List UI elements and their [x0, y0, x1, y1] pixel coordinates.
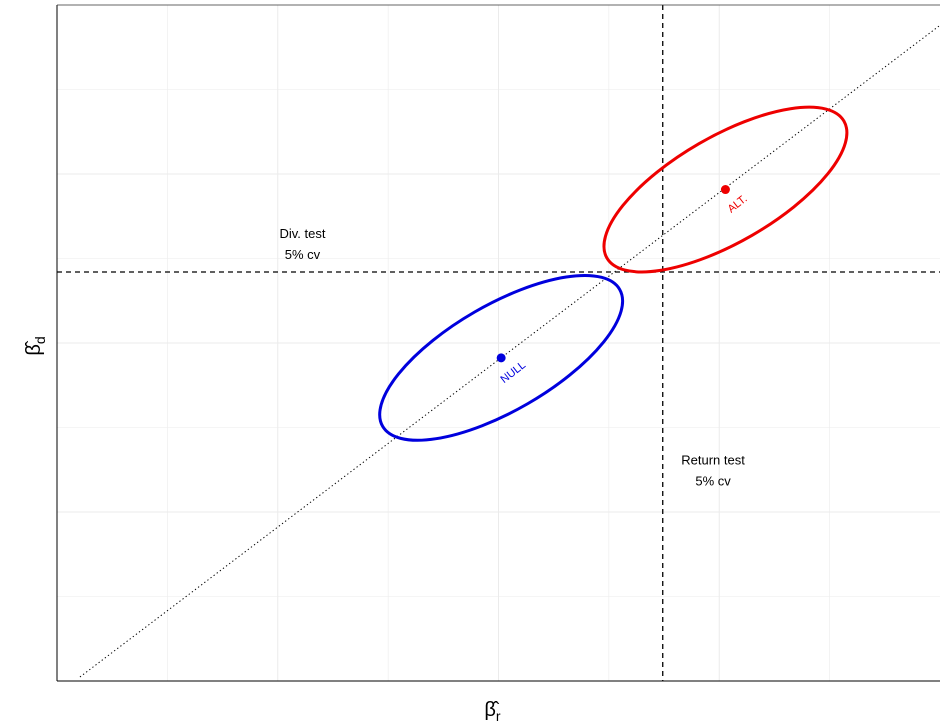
reference-line-diagonal	[79, 24, 940, 678]
annotation-1-line-0: Return test	[681, 453, 745, 468]
x-axis-label: β̂r	[484, 699, 501, 724]
annotation-0-line-1: 5% cv	[285, 247, 321, 262]
point-null	[496, 353, 506, 363]
point-alt	[720, 185, 730, 195]
confidence-ellipse-null	[378, 273, 625, 442]
annotation-0-line-0: Div. test	[279, 226, 325, 241]
y-axis-label: β̂d	[23, 336, 48, 355]
annotation-1-line-1: 5% cv	[695, 474, 731, 489]
confidence-ellipse-alt	[602, 105, 849, 274]
